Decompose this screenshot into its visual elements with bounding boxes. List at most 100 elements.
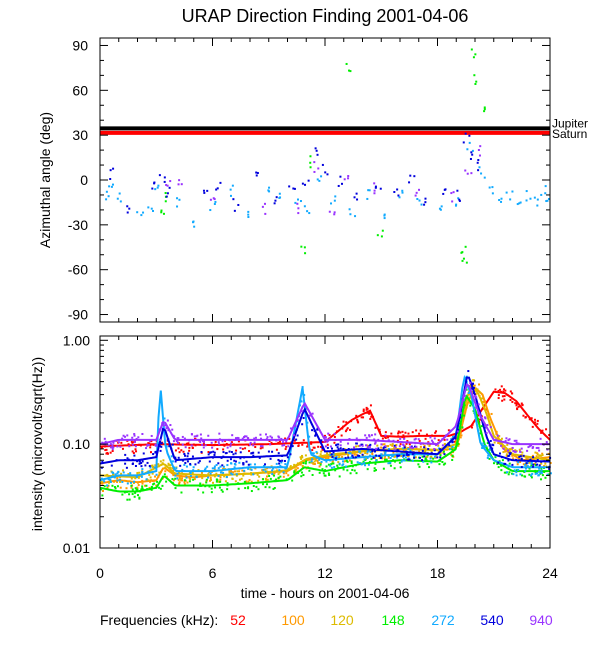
intensity-point-120 [224,480,227,483]
intensity-point-272 [350,456,353,459]
intensity-point-120 [217,480,220,483]
intensity-point-272 [380,454,383,457]
intensity-point-940 [519,450,522,453]
intensity-point-148 [350,460,353,463]
intensity-point-272 [312,452,315,455]
intensity-point-120 [264,468,267,471]
intensity-point-272 [113,476,116,479]
azimuth-point-272 [468,141,471,144]
intensity-point-120 [278,471,281,474]
azimuth-point-940 [313,161,316,164]
intensity-point-52 [313,446,316,449]
intensity-point-940 [166,419,169,422]
intensity-point-940 [365,444,368,447]
intensity-point-148 [511,472,514,475]
intensity-point-940 [158,428,161,431]
intensity-point-272 [121,480,124,483]
intensity-point-272 [170,455,173,458]
intensity-point-120 [164,466,167,469]
intensity-point-100 [504,450,507,453]
intensity-point-52 [478,418,481,421]
azimuth-point-272 [119,200,122,203]
intensity-point-148 [319,463,322,466]
azimuth-point-272 [247,213,250,216]
intensity-point-940 [266,436,269,439]
intensity-point-148 [123,491,126,494]
intensity-point-120 [471,391,474,394]
intensity-point-940 [366,446,369,449]
intensity-point-540 [281,454,284,457]
intensity-point-540 [347,456,350,459]
intensity-point-52 [105,448,108,451]
intensity-point-272 [325,460,328,463]
intensity-point-540 [179,464,182,467]
intensity-point-940 [393,448,396,451]
intensity-point-120 [250,473,253,476]
intensity-point-272 [358,462,361,465]
azimuth-point-540 [151,187,154,190]
intensity-point-52 [340,434,343,437]
intensity-point-120 [162,459,165,462]
intensity-point-148 [121,493,124,496]
intensity-point-120 [112,473,115,476]
intensity-point-120 [514,449,517,452]
intensity-point-540 [427,448,430,451]
intensity-point-940 [145,447,148,450]
intensity-point-100 [387,456,390,459]
intensity-point-940 [433,448,436,451]
intensity-point-540 [398,454,401,457]
azimuth-point-940 [165,183,168,186]
intensity-point-100 [439,452,442,455]
intensity-point-940 [103,437,106,440]
intensity-point-540 [212,456,215,459]
intensity-point-100 [391,444,394,447]
intensity-point-272 [114,473,117,476]
azimuth-point-540 [423,203,426,206]
intensity-point-52 [223,444,226,447]
intensity-point-272 [211,467,214,470]
intensity-point-120 [328,451,331,454]
intensity-point-940 [201,443,204,446]
azimuth-point-272 [519,201,522,204]
intensity-point-940 [210,441,213,444]
intensity-point-272 [363,461,366,464]
intensity-point-272 [175,467,178,470]
intensity-point-272 [225,475,228,478]
intensity-point-120 [160,463,163,466]
intensity-point-940 [475,406,478,409]
intensity-point-52 [244,447,247,450]
intensity-point-148 [308,469,311,472]
intensity-point-148 [273,486,276,489]
intensity-point-272 [538,467,541,470]
intensity-point-540 [124,453,127,456]
intensity-point-540 [212,450,215,453]
intensity-point-940 [181,443,184,446]
intensity-point-52 [302,439,305,442]
azimuth-point-148 [309,161,312,164]
intensity-point-272 [360,463,363,466]
intensity-point-940 [131,443,134,446]
intensity-point-120 [228,471,231,474]
intensity-point-52 [350,420,353,423]
intensity-point-540 [406,453,409,456]
intensity-point-940 [184,446,187,449]
intensity-point-940 [546,448,549,451]
intensity-point-148 [494,456,497,459]
intensity-point-100 [119,486,122,489]
intensity-point-540 [518,455,521,458]
intensity-point-120 [119,480,122,483]
intensity-point-120 [524,455,527,458]
intensity-point-148 [547,473,550,476]
intensity-point-272 [347,451,350,454]
intensity-point-148 [174,487,177,490]
intensity-point-148 [501,459,504,462]
intensity-point-940 [508,438,511,441]
intensity-point-540 [503,462,506,465]
intensity-point-940 [190,433,193,436]
intensity-point-148 [536,470,539,473]
intensity-point-120 [365,457,368,460]
intensity-point-100 [316,459,319,462]
intensity-point-148 [300,471,303,474]
intensity-point-52 [104,449,107,452]
intensity-point-148 [451,458,454,461]
